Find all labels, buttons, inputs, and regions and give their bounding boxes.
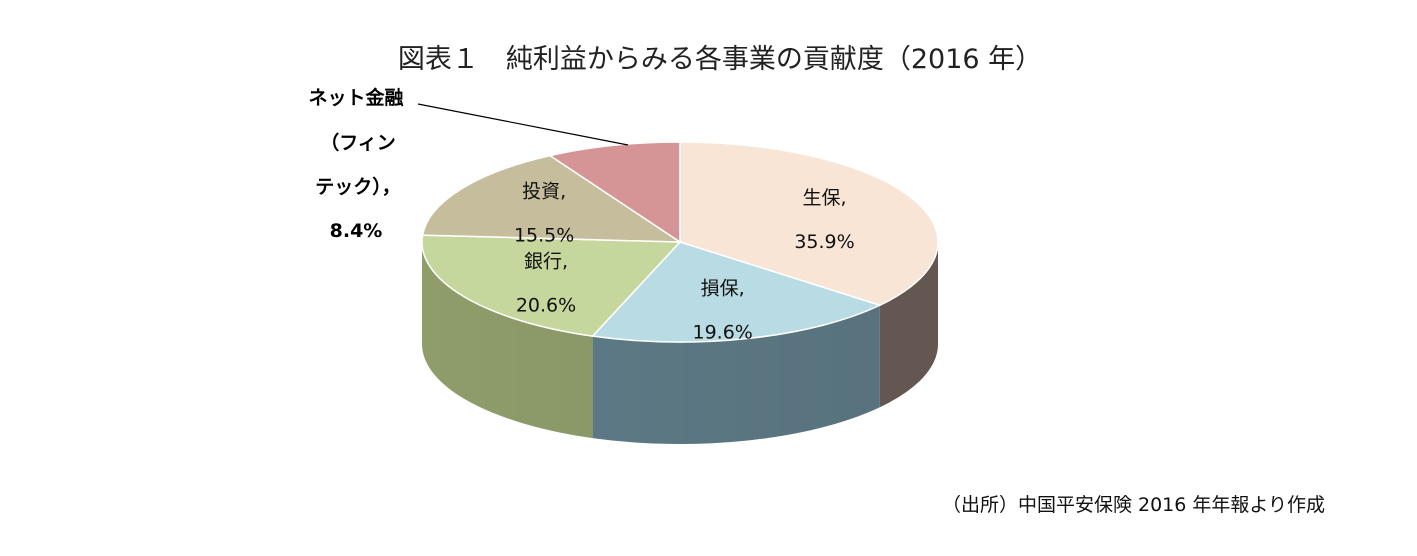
- callout-leader-line: [417, 103, 629, 146]
- slice-banking: [421, 234, 682, 337]
- side-shading: [422, 242, 938, 444]
- slice-fintech: [548, 141, 681, 244]
- slice-label-value-property-insurance: 19.6%: [693, 322, 753, 344]
- callout-line-1: ネット金融: [308, 86, 403, 109]
- source-note: （出所）中国平安保険 2016 年年報より作成: [942, 494, 1325, 516]
- slice-label-category-banking: 銀行,: [524, 251, 568, 273]
- pie-tops: [421, 141, 939, 343]
- callout: ネット金融 （フィン テック）， 8.4%: [308, 86, 629, 242]
- callout-line-4: 8.4%: [330, 220, 383, 242]
- callout-line-2: （フィン: [320, 131, 396, 154]
- slice-label-value-banking: 20.6%: [516, 295, 576, 317]
- slice-label-category-property-insurance: 損保,: [701, 278, 745, 300]
- slice-label-category-investment: 投資,: [522, 181, 566, 203]
- slice-label-category-life-insurance: 生保,: [802, 187, 846, 209]
- slice-label-value-investment: 15.5%: [514, 225, 574, 247]
- slice-investment: [421, 154, 683, 243]
- pie-sides: [422, 242, 938, 445]
- slice-property-insurance: [591, 241, 882, 343]
- slice-labels: 生保, 35.9% 損保, 19.6% 銀行, 20.6% 投資, 15.5%: [514, 181, 855, 344]
- chart-title: 図表１ 純利益からみる各事業の貢献度（2016 年）: [398, 44, 1042, 75]
- callout-line-3: テック），: [315, 175, 401, 198]
- slice-life-insurance: [679, 141, 939, 307]
- slice-label-value-life-insurance: 35.9%: [794, 231, 854, 253]
